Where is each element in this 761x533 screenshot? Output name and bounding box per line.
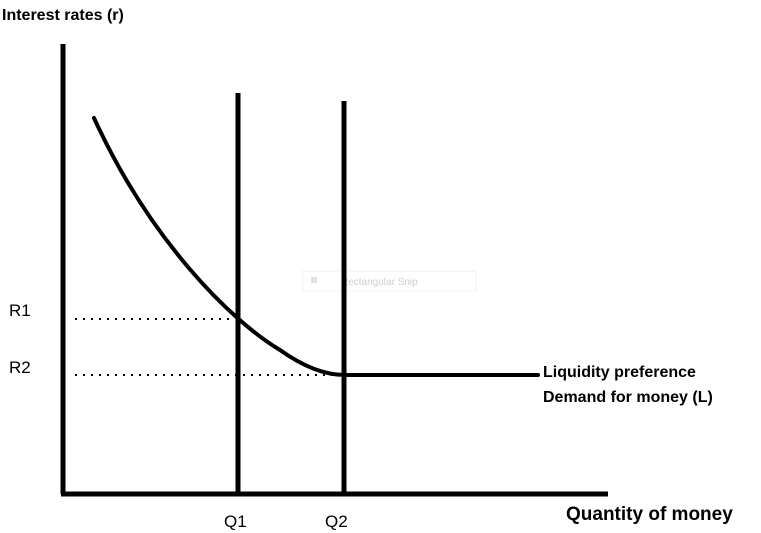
q1-label: Q1 — [224, 512, 247, 531]
snip-icon — [311, 277, 317, 283]
curve-label-line2: Demand for money (L) — [543, 389, 713, 406]
snip-overlay-box — [302, 270, 477, 292]
snip-overlay: Rectangular Snip — [302, 270, 477, 292]
curve-label-line1: Liquidity preference — [543, 364, 696, 381]
x-axis-title: Quantity of money — [566, 504, 733, 525]
r1-label: R1 — [9, 301, 31, 320]
r2-label: R2 — [9, 358, 31, 377]
y-axis-title: Interest rates (r) — [2, 7, 124, 24]
liquidity-preference-curve — [92, 116, 540, 377]
snip-overlay-text: Rectangular Snip — [341, 277, 418, 288]
q2-label: Q2 — [325, 512, 348, 531]
